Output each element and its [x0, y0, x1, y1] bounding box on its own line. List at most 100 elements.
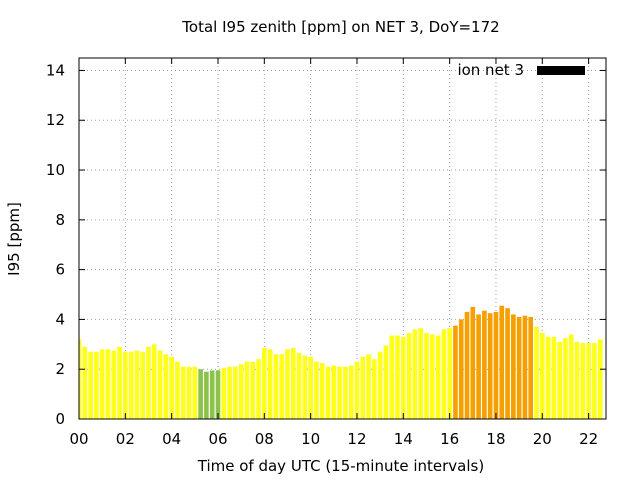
bar [314, 361, 319, 419]
x-tick-label: 20 [533, 430, 552, 448]
y-tick-label: 14 [46, 61, 65, 79]
bar [221, 367, 227, 419]
bar [464, 311, 470, 419]
legend: ion net 3 [457, 61, 585, 79]
bar [505, 308, 510, 419]
bar [516, 316, 522, 419]
bar [493, 311, 499, 419]
bar [360, 356, 366, 419]
bar [111, 350, 117, 419]
bar [140, 351, 146, 419]
bar [117, 346, 122, 419]
y-tick-label: 0 [55, 410, 65, 428]
bar [453, 325, 458, 419]
bar [418, 328, 423, 419]
bar [88, 351, 93, 419]
bar [412, 329, 418, 419]
bar [366, 354, 371, 419]
bar [354, 361, 360, 419]
bar [528, 316, 534, 419]
bar [395, 335, 400, 419]
x-tick-label: 06 [208, 430, 227, 448]
y-axis-label: I95 [ppm] [5, 202, 23, 276]
bar [163, 354, 169, 419]
bar [180, 366, 186, 419]
bar [424, 333, 429, 419]
bar [522, 315, 528, 419]
bar [319, 362, 325, 419]
bar [586, 343, 591, 419]
bar [244, 361, 250, 419]
bar [134, 350, 140, 419]
bar [256, 359, 261, 419]
axis-ticks [78, 58, 606, 420]
bar [580, 343, 586, 419]
bar [592, 343, 597, 419]
bar [285, 349, 290, 419]
x-tick-label: 02 [116, 430, 135, 448]
plot-frame [78, 57, 607, 420]
bar [128, 351, 134, 419]
bar [227, 366, 232, 419]
bar [372, 359, 377, 419]
bar [447, 328, 452, 419]
bar [441, 329, 447, 419]
bar [563, 338, 568, 419]
bar [458, 319, 464, 419]
x-tick-label: 10 [301, 430, 320, 448]
x-tick-labels: 00 02 04 06 08 10 12 14 16 18 20 22 [69, 430, 598, 448]
bar [482, 310, 487, 419]
bar [186, 366, 192, 419]
bar [574, 341, 580, 419]
bar [302, 355, 308, 419]
bar [123, 351, 128, 419]
bar [511, 314, 516, 419]
bar [82, 346, 88, 419]
x-tick-label: 04 [162, 430, 181, 448]
bar [105, 349, 111, 419]
bar [597, 339, 603, 419]
bar [343, 366, 348, 419]
y-tick-label: 8 [55, 211, 65, 229]
bar [151, 344, 157, 419]
bar [79, 339, 82, 419]
y-tick-label: 10 [46, 161, 65, 179]
bar [499, 305, 505, 419]
bar [435, 335, 441, 419]
bar [175, 361, 180, 419]
bar [215, 370, 221, 419]
x-tick-label: 14 [394, 430, 413, 448]
bar [389, 335, 395, 419]
x-tick-label: 08 [255, 430, 274, 448]
bar [487, 313, 493, 419]
bar [534, 326, 539, 419]
bar [539, 333, 545, 419]
bar [290, 348, 296, 419]
bar [204, 371, 209, 419]
bar [146, 346, 151, 419]
bar [348, 365, 354, 419]
x-tick-label: 16 [440, 430, 459, 448]
bar [337, 366, 342, 419]
bar [238, 364, 244, 419]
y-tick-label: 4 [55, 310, 65, 328]
bar [169, 356, 174, 419]
bar [551, 336, 557, 419]
bar [192, 366, 198, 419]
x-tick-label: 22 [579, 430, 598, 448]
bar [273, 354, 279, 419]
x-tick-label: 18 [486, 430, 505, 448]
bar [262, 348, 267, 419]
bar [557, 341, 562, 419]
bar [209, 370, 215, 419]
bar [296, 353, 302, 419]
y-tick-label: 6 [55, 261, 65, 279]
bar [99, 349, 105, 419]
bar [383, 345, 389, 419]
bar [331, 365, 337, 419]
bar [406, 333, 412, 419]
bar [429, 334, 435, 419]
bar [568, 334, 574, 419]
bar [325, 366, 331, 419]
